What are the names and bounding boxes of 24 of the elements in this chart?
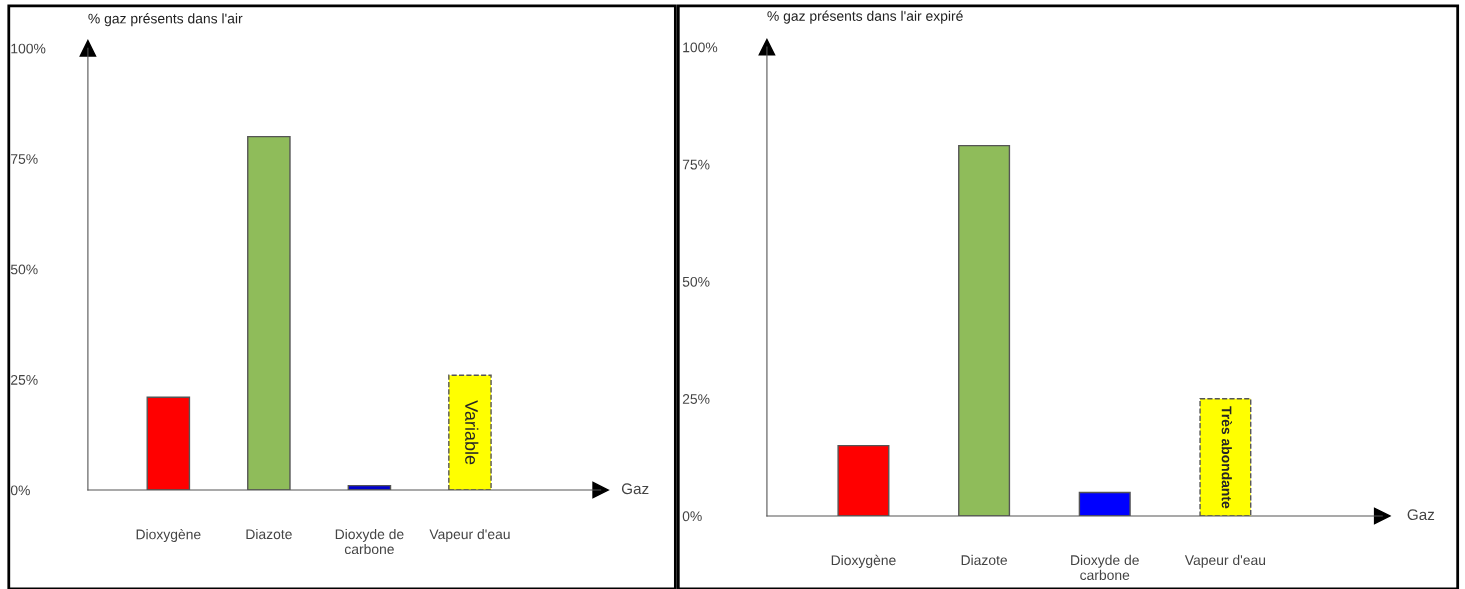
y-tick-label: 100% — [683, 42, 718, 53]
x-tick-label: Dioxyde de carbone — [335, 528, 404, 555]
y-tick-label: 100% — [11, 43, 46, 54]
x-tick-label: Vapeur d'eau — [429, 528, 510, 542]
y-tick-label: 75% — [682, 159, 710, 170]
x-tick-label: Diazote — [961, 554, 1008, 566]
y-tick-label: 75% — [11, 154, 38, 164]
x-tick-label: Dioxyde de carbone — [1071, 554, 1139, 581]
y-tick-label: 50% — [10, 264, 38, 275]
x-axis-title: Gaz — [1407, 509, 1435, 521]
x-tick-label: Diazote — [246, 528, 292, 540]
y-axis-title: % gaz présents dans l'air — [88, 13, 243, 27]
x-tick-label: Dioxygène — [136, 528, 201, 543]
data-label: Variable — [465, 400, 479, 465]
data-label: Très abondante — [1221, 406, 1232, 509]
y-tick-label: 25% — [682, 394, 710, 404]
x-tick-label: Dioxygène — [831, 554, 896, 568]
x-tick-label: Vapeur d'eau — [1184, 554, 1266, 568]
y-tick-label: 25% — [11, 374, 38, 385]
y-tick-label: 0% — [10, 485, 30, 496]
y-tick-label: 50% — [682, 276, 710, 287]
y-axis-title: % gaz présents dans l'air expiré — [767, 10, 963, 24]
x-axis-title: Gaz — [621, 483, 649, 495]
y-tick-label: 0% — [682, 511, 702, 522]
